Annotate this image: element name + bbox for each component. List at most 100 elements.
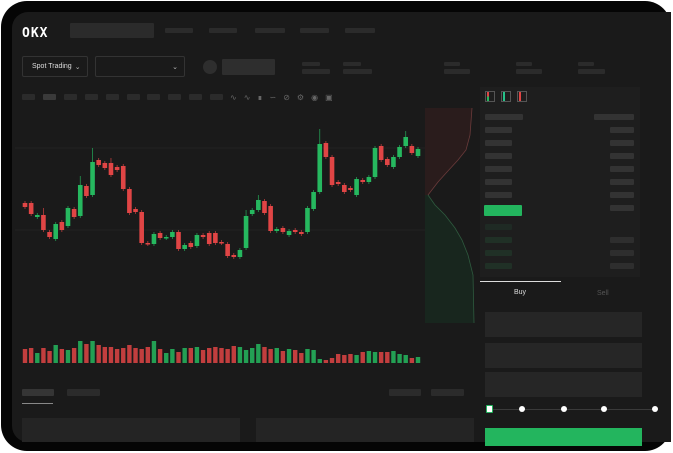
filter-button[interactable] <box>389 389 421 396</box>
slider-stop-50[interactable] <box>561 406 567 412</box>
orderbook-asks-icon[interactable] <box>517 91 527 102</box>
ask-amount[interactable] <box>610 192 634 198</box>
timeframe-button[interactable] <box>168 94 181 100</box>
ask-price[interactable] <box>485 166 512 172</box>
candle-body <box>163 237 169 239</box>
draw-icon[interactable]: ⊘ <box>283 92 290 102</box>
volume-bar <box>176 352 181 363</box>
candle-body <box>41 215 46 230</box>
volume-bar <box>403 355 408 363</box>
chevron-down-icon: ⌄ <box>74 63 81 71</box>
slider-stop-25[interactable] <box>519 406 525 412</box>
ask-price[interactable] <box>485 153 512 159</box>
timeframe-button[interactable] <box>106 94 119 100</box>
candle-body <box>65 208 71 226</box>
tab-order-history[interactable] <box>67 389 100 396</box>
timeframe-button[interactable] <box>85 94 98 100</box>
spot-trading-label: Spot Trading <box>32 63 72 70</box>
volume-bar <box>90 341 95 363</box>
nav-item[interactable] <box>300 28 329 33</box>
timeframe-button[interactable] <box>127 94 140 100</box>
volume-bar <box>299 353 304 363</box>
price-input[interactable] <box>485 312 642 337</box>
okx-logo[interactable]: OKX <box>22 26 49 41</box>
orderbook-header-price[interactable] <box>485 114 523 120</box>
candle-body <box>292 230 298 232</box>
fullscreen-icon[interactable]: ▣ <box>325 92 333 102</box>
indicator-icon[interactable]: ∿ <box>230 92 237 102</box>
volume-bar <box>188 348 193 363</box>
ask-amount[interactable] <box>610 127 634 133</box>
tab-buy[interactable]: Buy <box>514 289 527 296</box>
bid-amount[interactable] <box>610 237 634 243</box>
orderbook-header-amount[interactable] <box>594 114 634 120</box>
nav-item[interactable] <box>165 28 193 33</box>
candle-body <box>348 188 353 190</box>
volume-bar <box>250 348 255 363</box>
chevron-down-icon: ⌄ <box>172 63 178 71</box>
volume-bar <box>372 352 378 363</box>
ask-amount[interactable] <box>610 179 634 185</box>
volume-bar <box>121 348 126 363</box>
camera-icon[interactable]: ◉ <box>311 92 319 102</box>
nav-item[interactable] <box>345 28 375 33</box>
bid-price[interactable] <box>485 263 512 269</box>
ask-price[interactable] <box>485 127 512 133</box>
timeframe-button[interactable] <box>64 94 77 100</box>
ask-amount[interactable] <box>610 205 634 211</box>
timeframe-button[interactable] <box>43 94 56 100</box>
bid-amount[interactable] <box>610 263 634 269</box>
bid-amount[interactable] <box>610 250 634 256</box>
spot-trading-dropdown[interactable]: Spot Trading ⌄ <box>22 56 88 77</box>
bid-price[interactable] <box>485 224 512 230</box>
volume-bar <box>243 350 249 363</box>
candle-body <box>53 224 59 239</box>
chart-tool-icons: ∿ ∿ ∎ ∽ ⊘ ⚙ ◉ ▣ <box>230 91 333 103</box>
timeframe-button[interactable] <box>189 94 202 100</box>
ask-amount[interactable] <box>610 153 634 159</box>
slider-handle[interactable] <box>486 405 493 413</box>
slider-stop-75[interactable] <box>601 406 607 412</box>
ask-price[interactable] <box>485 179 512 185</box>
chart-type-icon[interactable]: ∿ <box>243 92 251 102</box>
search-bar[interactable] <box>70 23 154 38</box>
amount-slider-track[interactable] <box>490 409 657 410</box>
candle-body <box>77 185 83 216</box>
volume-bar <box>286 349 292 363</box>
volume-bar <box>157 349 163 363</box>
ask-price[interactable] <box>485 192 512 198</box>
bid-price[interactable] <box>485 237 512 243</box>
volume-bar <box>360 352 365 363</box>
timeframe-icon[interactable]: ∎ <box>257 92 263 102</box>
timeframe-button[interactable] <box>210 94 223 100</box>
pair-dropdown[interactable]: ⌄ <box>95 56 185 77</box>
bid-price[interactable] <box>485 250 512 256</box>
ask-amount[interactable] <box>610 166 634 172</box>
ask-price[interactable] <box>485 140 512 146</box>
timeframe-button[interactable] <box>22 94 35 100</box>
trendline-icon[interactable]: ∽ <box>269 92 277 102</box>
tab-open-orders[interactable] <box>22 389 54 396</box>
volume-bar <box>378 352 384 363</box>
candle-body <box>188 243 194 247</box>
stat-label <box>302 62 320 66</box>
volume-bar <box>317 359 322 363</box>
settings-icon[interactable]: ⚙ <box>296 92 305 102</box>
total-input[interactable] <box>485 372 642 397</box>
timeframe-button[interactable] <box>147 94 160 100</box>
nav-item[interactable] <box>255 28 285 33</box>
orderbook-view-toggles <box>485 91 527 102</box>
filter-button[interactable] <box>431 389 464 396</box>
tab-sell[interactable]: Sell <box>597 290 609 297</box>
orderbook-bids-icon[interactable] <box>501 91 511 102</box>
ask-amount[interactable] <box>610 140 634 146</box>
nav-item[interactable] <box>209 28 237 33</box>
candle-body <box>22 203 28 207</box>
buy-button[interactable] <box>485 428 642 446</box>
stat-value <box>516 69 542 74</box>
orderbook-both-icon[interactable] <box>485 91 495 102</box>
amount-input[interactable] <box>485 343 642 368</box>
slider-stop-100[interactable] <box>652 406 658 412</box>
candle-body <box>268 206 273 231</box>
